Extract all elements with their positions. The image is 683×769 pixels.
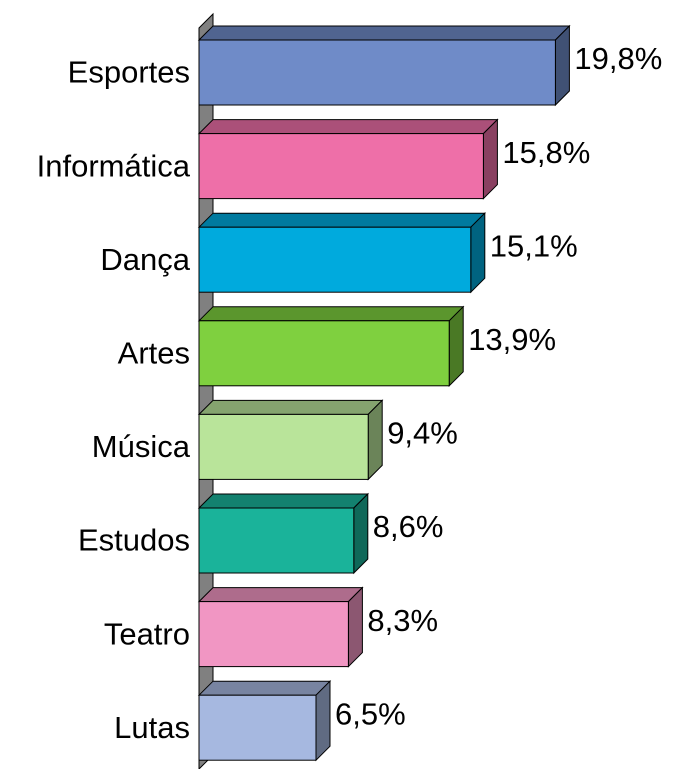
category-label: Dança: [100, 242, 190, 277]
bar-side: [482, 118, 498, 200]
bar-side: [554, 24, 570, 107]
bar-top: [197, 119, 499, 135]
bar-side: [347, 586, 363, 668]
bar-side: [315, 679, 331, 762]
value-label: 19,8%: [574, 41, 662, 76]
category-label: Música: [92, 429, 191, 464]
value-label: 9,4%: [387, 416, 458, 451]
bar-top: [197, 212, 487, 228]
bar: [198, 413, 369, 480]
value-label: 8,6%: [373, 509, 444, 544]
category-label: Esportes: [68, 55, 190, 90]
bar-top: [197, 680, 332, 696]
value-label: 6,5%: [335, 696, 406, 731]
bar-side: [470, 211, 486, 294]
bar-side: [448, 305, 464, 388]
bar-top: [197, 399, 384, 415]
category-label: Artes: [118, 335, 190, 370]
bar-top: [197, 306, 465, 322]
value-label: 13,9%: [468, 322, 556, 357]
value-label: 8,3%: [367, 603, 438, 638]
category-label: Lutas: [114, 710, 190, 745]
bar-top: [197, 25, 571, 41]
value-label: 15,1%: [490, 228, 578, 263]
bar: [198, 39, 556, 106]
bar-side: [367, 399, 383, 481]
category-label: Informática: [37, 148, 191, 183]
bar: [198, 320, 450, 387]
category-label: Teatro: [104, 616, 190, 651]
value-label: 15,8%: [502, 135, 590, 170]
bar: [198, 226, 472, 293]
bar-top: [197, 493, 370, 509]
bar: [198, 694, 317, 761]
bar: [198, 133, 484, 200]
bar: [198, 507, 355, 574]
category-label: Estudos: [78, 523, 190, 558]
bar-side: [353, 492, 369, 575]
bar: [198, 601, 349, 668]
bar-top: [197, 587, 364, 603]
